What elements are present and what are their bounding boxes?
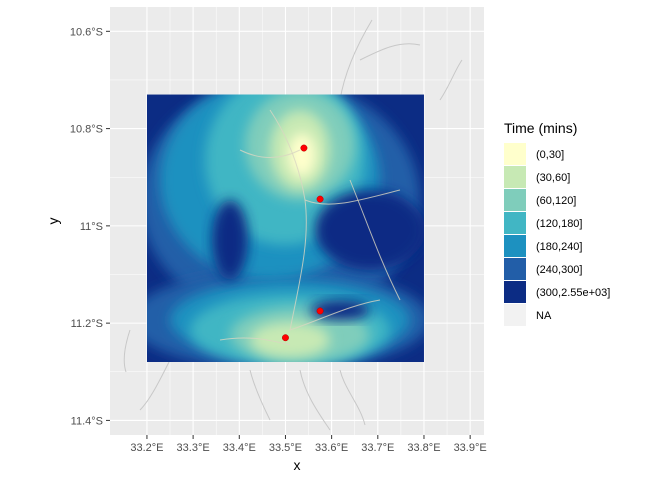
legend-label: (60,120]: [536, 195, 576, 207]
road-line: [289, 299, 381, 331]
x-tick-label: 33.6°E: [315, 442, 348, 454]
boundary-lines: [123, 19, 463, 431]
y-tick-label: 11.2°S: [71, 318, 103, 330]
y-axis-title: y: [45, 218, 61, 225]
legend-label: (0,30]: [536, 149, 564, 161]
boundary-line: [139, 359, 171, 411]
legend-label: (180,240]: [536, 241, 582, 253]
legend: Time (mins) (0,30] (30,60] (60,120] (120,18…: [504, 120, 610, 326]
location-point: [282, 334, 289, 342]
legend-key: [504, 258, 526, 280]
boundary-line: [359, 43, 421, 61]
x-tick-label: 33.5°E: [269, 442, 302, 454]
legend-label: (300,2.55e+03]: [536, 287, 610, 299]
x-tick-label: 33.8°E: [407, 442, 440, 454]
x-tick-label: 33.2°E: [130, 442, 163, 454]
raster-zone: [288, 133, 316, 177]
legend-key: [504, 143, 526, 165]
location-point: [316, 195, 324, 203]
legend-label: (30,60]: [536, 172, 570, 184]
x-tick-label: 33.9°E: [454, 442, 487, 454]
boundary-line: [249, 369, 271, 421]
legend-key: [504, 304, 526, 326]
boundary-line: [299, 369, 331, 431]
road-line: [239, 149, 301, 158]
location-point: [316, 307, 324, 315]
x-tick-label: 33.3°E: [177, 442, 210, 454]
boundary-line: [123, 329, 131, 373]
y-tick-label: 10.8°S: [70, 124, 103, 136]
travel-time-raster: [146, 94, 424, 363]
legend-key: [504, 189, 526, 211]
legend-label: NA: [536, 310, 552, 322]
legend-key: [504, 235, 526, 257]
legend-label: (120,180]: [536, 218, 582, 230]
location-points: [282, 144, 324, 342]
legend-label: (240,300]: [536, 264, 582, 276]
raster-zone: [212, 200, 248, 280]
road-line: [219, 337, 291, 346]
x-tick-label: 33.4°E: [223, 442, 256, 454]
y-axis-ticks: 10.6°S 10.8°S 11°S 11.2°S 11.4°S: [70, 26, 110, 427]
y-tick-label: 11.4°S: [71, 415, 103, 427]
boundary-line: [339, 19, 373, 101]
raster-zone: [250, 322, 330, 358]
boundary-line: [339, 369, 366, 426]
legend-key: [504, 166, 526, 188]
road-line: [304, 189, 401, 205]
y-tick-label: 11°S: [80, 221, 103, 233]
x-tick-label: 33.7°E: [361, 442, 394, 454]
x-axis-ticks: 33.2°E 33.3°E 33.4°E 33.5°E 33.6°E 33.7°E 33.8…: [130, 435, 487, 454]
raster-zone: [310, 300, 370, 320]
legend-key: [504, 212, 526, 234]
location-point: [300, 144, 308, 152]
boundary-line: [439, 59, 463, 101]
x-axis-title: x: [294, 457, 301, 473]
legend-title: Time (mins): [504, 120, 577, 136]
y-tick-label: 10.6°S: [70, 26, 103, 38]
road-line: [349, 179, 401, 301]
legend-key: [504, 281, 526, 303]
